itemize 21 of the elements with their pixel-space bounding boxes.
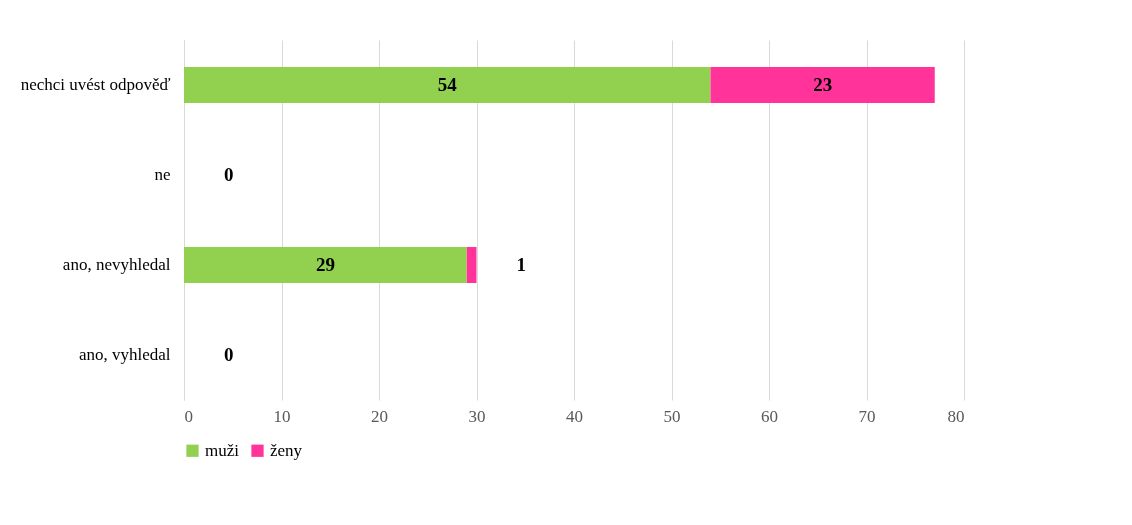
legend-label: muži [205,440,240,460]
data-label: 0 [224,164,234,185]
data-label: 54 [437,74,458,95]
x-tick-label: 40 [566,406,583,426]
x-tick-label: 70 [858,406,876,426]
y-tick-label: ne [154,165,171,184]
x-tick-label: 50 [663,406,681,426]
x-tick-label: 80 [947,406,965,426]
x-tick-label: 10 [273,406,291,426]
data-label: 1 [516,254,526,275]
x-tick-label: 20 [371,406,388,426]
x-tick-label: 60 [761,406,778,426]
x-tick-label: 30 [468,406,486,426]
y-tick-label: nechci uvést odpověď [20,75,171,94]
data-label: 0 [224,344,234,365]
x-tick-label: 0 [184,406,193,426]
y-tick-label: ano, vyhledal [78,345,171,364]
y-tick-label: ano, nevyhledal [62,255,171,274]
data-label: 29 [315,254,335,275]
legend-label: ženy [270,440,303,460]
data-label: 23 [813,74,833,95]
